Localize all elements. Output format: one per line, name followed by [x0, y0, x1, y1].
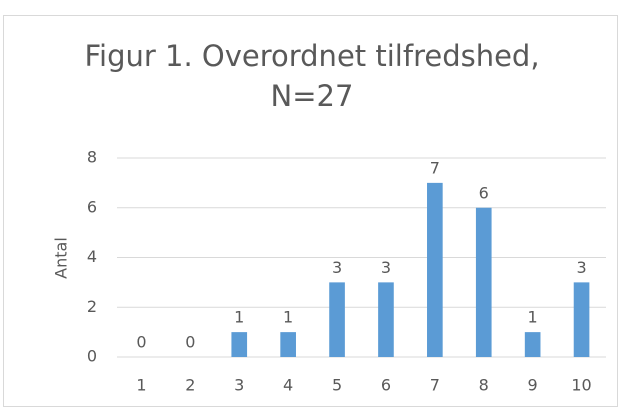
y-tick-label: 8 [87, 148, 97, 167]
bar [280, 332, 296, 357]
bar [475, 207, 492, 357]
data-label: 3 [332, 258, 342, 277]
bar [231, 332, 248, 357]
x-tick-label: 10 [571, 376, 591, 395]
data-label: 6 [479, 183, 489, 202]
chart-frame [3, 15, 618, 407]
data-label: 0 [136, 333, 146, 352]
x-tick-label: 2 [185, 376, 195, 395]
x-tick-label: 5 [332, 376, 342, 395]
x-tick-label: 1 [136, 376, 146, 395]
y-tick-label: 2 [87, 297, 97, 316]
y-axis-label: Antal [52, 237, 71, 279]
y-tick-label: 4 [87, 247, 97, 266]
data-label: 1 [528, 308, 538, 327]
bar [329, 282, 345, 357]
data-label: 1 [234, 308, 244, 327]
x-tick-label: 7 [430, 376, 440, 395]
data-label: 1 [283, 308, 293, 327]
bar [378, 282, 394, 357]
data-label: 3 [576, 258, 586, 277]
bar [427, 182, 443, 357]
x-tick-label: 8 [479, 376, 489, 395]
data-label: 0 [185, 333, 195, 352]
x-tick-label: 4 [283, 376, 293, 395]
chart-title: Figur 1. Overordnet tilfredshed, N=27 [84, 39, 540, 113]
x-tick-label: 9 [528, 376, 538, 395]
data-label: 3 [381, 258, 391, 277]
y-tick-label: 0 [87, 347, 97, 366]
data-label: 7 [430, 158, 440, 177]
x-tick-label: 6 [381, 376, 391, 395]
x-tick-label: 3 [234, 376, 244, 395]
bar [573, 282, 590, 357]
bar [524, 332, 541, 357]
y-tick-label: 6 [87, 197, 97, 216]
